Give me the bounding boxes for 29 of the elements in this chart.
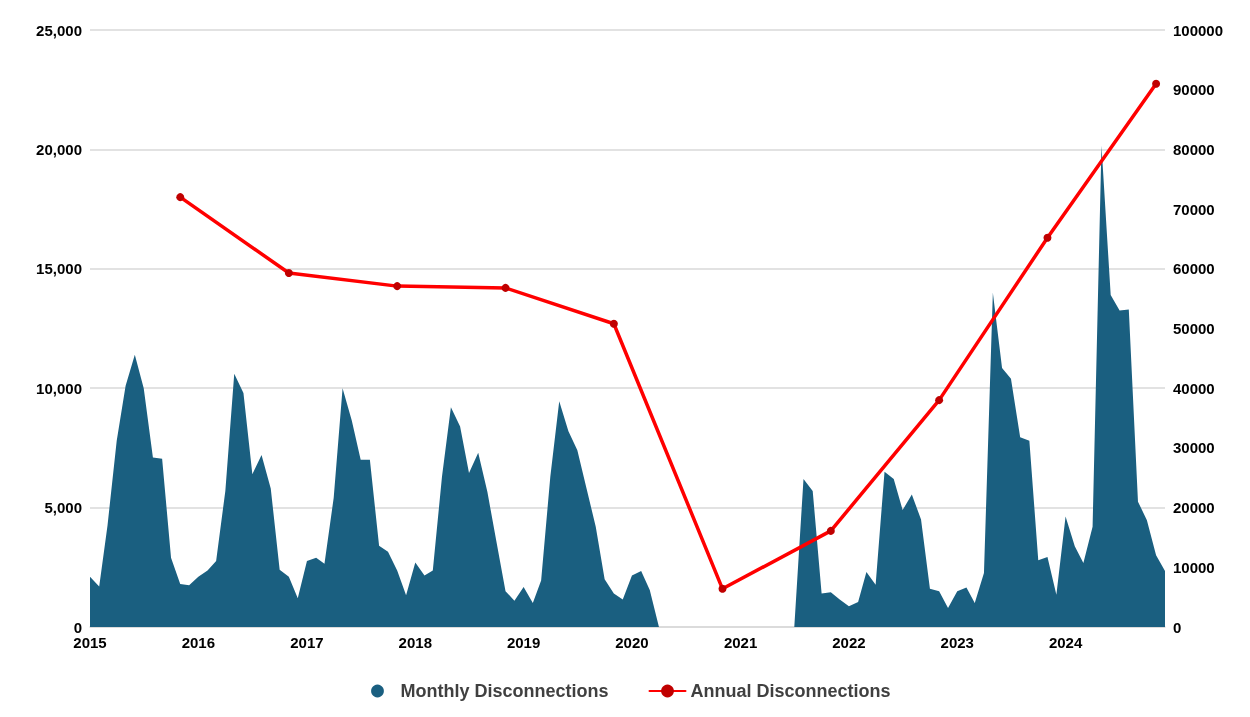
x-tick-label: 2020 (615, 634, 649, 651)
y2-tick-label: 90000 (1173, 81, 1215, 99)
y2-tick-label: 100000 (1173, 21, 1224, 39)
x-tick-label: 2018 (398, 634, 432, 651)
x-tick-label: 2024 (1048, 634, 1083, 651)
y2-tick-label: 0 (1173, 618, 1182, 636)
y-tick-label: 20,000 (36, 140, 82, 158)
legend-label: Monthly Disconnections (400, 681, 609, 701)
x-tick-label: 2015 (73, 634, 107, 651)
x-tick-label: 2021 (723, 634, 758, 651)
y2-tick-label: 80000 (1173, 140, 1215, 158)
y-tick-label: 5,000 (44, 499, 82, 517)
y-tick-label: 10,000 (36, 379, 82, 397)
y-tick-label: 15,000 (36, 260, 82, 278)
y2-tick-label: 30000 (1173, 439, 1215, 457)
x-tick-label: 2016 (181, 634, 216, 651)
y2-tick-label: 10000 (1173, 558, 1215, 576)
y-tick-label: 25,000 (36, 21, 82, 39)
y2-tick-label: 70000 (1173, 200, 1215, 218)
legend-label: Annual Disconnections (690, 681, 891, 701)
y-tick-label: 0 (73, 618, 82, 636)
x-tick-label: 2022 (832, 634, 866, 651)
x-tick-label: 2019 (506, 634, 541, 651)
x-tick-label: 2023 (940, 634, 974, 651)
y2-tick-label: 40000 (1173, 379, 1215, 397)
x-tick-label: 2017 (290, 634, 324, 651)
y2-tick-label: 20000 (1173, 499, 1215, 517)
y2-tick-label: 50000 (1173, 320, 1215, 337)
y2-tick-label: 60000 (1173, 260, 1215, 278)
